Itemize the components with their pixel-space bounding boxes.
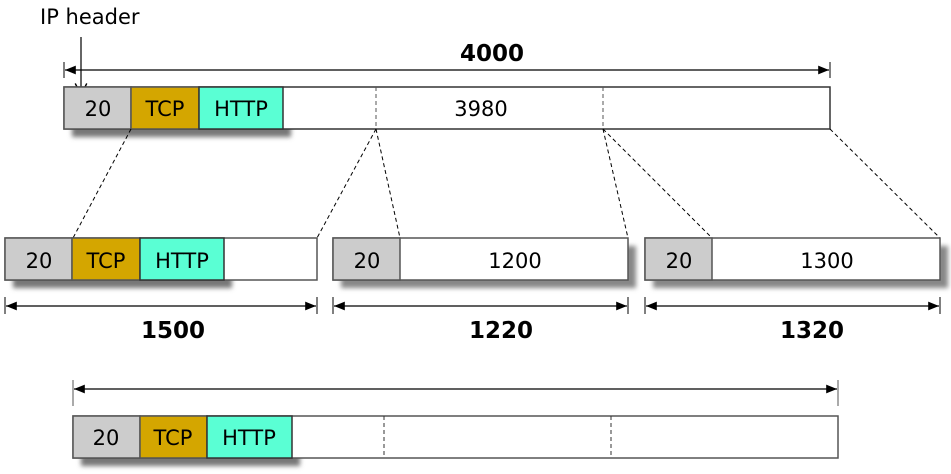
fragment-3: 20 1300 — [644, 237, 948, 288]
ip-header-caption: IP header — [40, 5, 140, 29]
fragment-2: 20 1200 — [332, 237, 636, 288]
svg-text:20: 20 — [26, 249, 53, 273]
ip-header-text: 20 — [85, 97, 112, 121]
svg-text:1300: 1300 — [800, 249, 853, 273]
svg-text:20: 20 — [354, 249, 381, 273]
fragment-3-size: 1320 — [780, 318, 844, 344]
http-text: HTTP — [214, 97, 268, 121]
fragment-mapping-lines — [72, 128, 941, 239]
tcp-header-cell — [130, 86, 200, 130]
fragment-1-size: 1500 — [141, 318, 205, 344]
fragment-1: 20 TCP HTTP — [4, 237, 318, 288]
svg-text:20: 20 — [93, 426, 120, 450]
fragment-dimensions — [4, 297, 941, 314]
svg-text:1200: 1200 — [488, 249, 541, 273]
fragment-2-size: 1220 — [469, 318, 533, 344]
svg-text:HTTP: HTTP — [222, 426, 276, 450]
reassembled-packet: 20 TCP HTTP — [72, 415, 839, 466]
original-packet: 20 TCP HTTP 3980 — [63, 86, 831, 137]
svg-text:TCP: TCP — [86, 249, 126, 273]
original-size-label: 4000 — [460, 41, 524, 67]
http-header-cell — [198, 86, 284, 130]
payload-text: 3980 — [454, 97, 507, 121]
svg-text:HTTP: HTTP — [155, 249, 209, 273]
original-size-dimension: 4000 — [63, 41, 831, 78]
svg-text:TCP: TCP — [153, 426, 193, 450]
tcp-text: TCP — [145, 97, 185, 121]
svg-text:20: 20 — [666, 249, 693, 273]
ip-header-cell — [63, 86, 132, 130]
reassembled-dimension — [72, 380, 839, 406]
